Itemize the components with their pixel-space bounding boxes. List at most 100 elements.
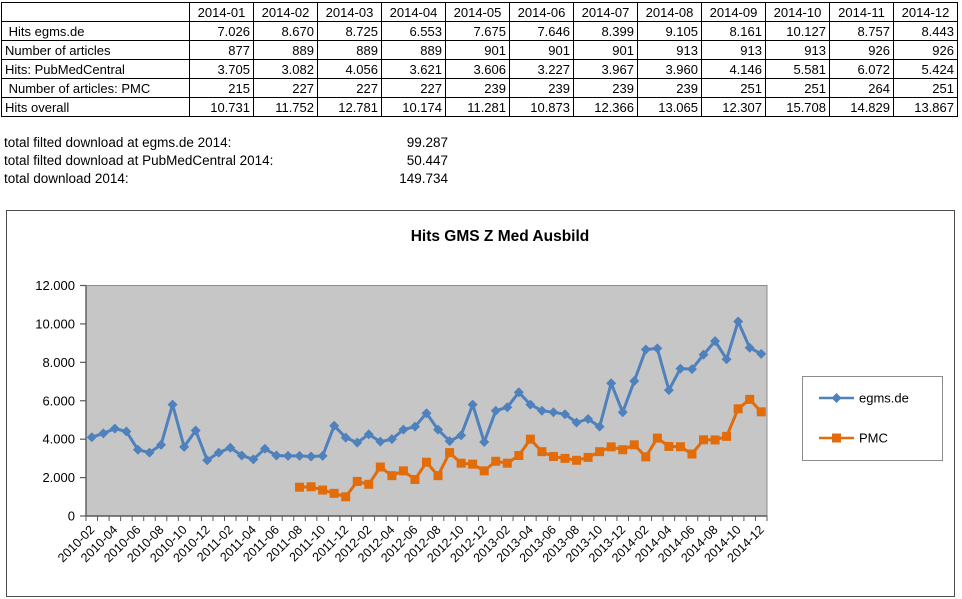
value-cell[interactable]: 251	[893, 78, 958, 98]
column-header[interactable]: 2014-09	[701, 2, 766, 22]
value-cell[interactable]: 3.960	[637, 59, 702, 79]
value-cell[interactable]: 251	[701, 78, 766, 98]
series-marker-PMC	[629, 440, 639, 450]
value-cell[interactable]: 8.757	[829, 21, 894, 41]
value-cell[interactable]: 10.731	[189, 97, 254, 117]
summary-line: total filted download at egms.de 2014: 9…	[4, 134, 448, 152]
row-label-cell[interactable]: Hits egms.de	[1, 21, 190, 41]
row-label-cell[interactable]: Hits: PubMedCentral	[1, 59, 190, 79]
column-header[interactable]: 2014-12	[893, 2, 958, 22]
value-cell[interactable]: 889	[317, 40, 382, 60]
value-cell[interactable]: 7.675	[445, 21, 510, 41]
value-cell[interactable]: 239	[637, 78, 702, 98]
value-cell[interactable]: 239	[573, 78, 638, 98]
value-cell[interactable]: 3.621	[381, 59, 446, 79]
value-cell[interactable]: 4.146	[701, 59, 766, 79]
value-cell[interactable]: 5.581	[765, 59, 830, 79]
column-header[interactable]: 2014-06	[509, 2, 574, 22]
series-marker-egms.de	[144, 447, 155, 458]
value-cell[interactable]: 227	[381, 78, 446, 98]
series-marker-PMC	[375, 462, 385, 472]
value-cell[interactable]: 889	[253, 40, 318, 60]
value-cell[interactable]: 14.829	[829, 97, 894, 117]
y-axis-label: 2.000	[42, 470, 75, 485]
plot-area[interactable]	[85, 285, 768, 517]
legend-label-PMC: PMC	[859, 431, 888, 446]
series-marker-PMC	[722, 431, 732, 441]
stats-table[interactable]: 2014-01 2014-02 2014-03 2014-04 2014-05 2014-…	[1, 2, 958, 117]
value-cell[interactable]: 8.670	[253, 21, 318, 41]
value-cell[interactable]: 12.307	[701, 97, 766, 117]
column-header[interactable]: 2014-01	[189, 2, 254, 22]
series-marker-PMC	[745, 394, 755, 404]
value-cell[interactable]: 8.725	[317, 21, 382, 41]
value-cell[interactable]: 901	[509, 40, 574, 60]
value-cell[interactable]: 251	[765, 78, 830, 98]
value-cell[interactable]: 215	[189, 78, 254, 98]
row-label-cell[interactable]: Hits overall	[1, 97, 190, 117]
series-marker-PMC	[387, 471, 397, 481]
value-cell[interactable]: 10.127	[765, 21, 830, 41]
column-header[interactable]: 2014-02	[253, 2, 318, 22]
value-cell[interactable]: 913	[637, 40, 702, 60]
value-cell[interactable]: 227	[253, 78, 318, 98]
series-marker-PMC	[479, 466, 489, 476]
series-marker-PMC	[502, 458, 512, 468]
row-label-cell[interactable]: Number of articles	[1, 40, 190, 60]
value-cell[interactable]: 8.399	[573, 21, 638, 41]
column-header[interactable]: 2014-07	[573, 2, 638, 22]
value-cell[interactable]: 6.072	[829, 59, 894, 79]
value-cell[interactable]: 13.065	[637, 97, 702, 117]
value-cell[interactable]: 5.424	[893, 59, 958, 79]
table-corner-cell[interactable]	[1, 2, 190, 22]
value-cell[interactable]: 3.606	[445, 59, 510, 79]
value-cell[interactable]: 8.161	[701, 21, 766, 41]
series-marker-egms.de	[329, 420, 340, 431]
value-cell[interactable]: 227	[317, 78, 382, 98]
value-cell[interactable]: 11.752	[253, 97, 318, 117]
column-header[interactable]: 2014-05	[445, 2, 510, 22]
column-header[interactable]: 2014-11	[829, 2, 894, 22]
value-cell[interactable]: 10.873	[509, 97, 574, 117]
row-label-cell[interactable]: Number of articles: PMC	[1, 78, 190, 98]
value-cell[interactable]: 7.026	[189, 21, 254, 41]
value-cell[interactable]: 12.781	[317, 97, 382, 117]
value-cell[interactable]: 3.705	[189, 59, 254, 79]
chart-area[interactable]: 0 2.000 4.000 6.000 8.000 10.000 12.000 2010-02…	[6, 210, 955, 597]
value-cell[interactable]: 889	[381, 40, 446, 60]
value-cell[interactable]: 926	[893, 40, 958, 60]
column-header[interactable]: 2014-03	[317, 2, 382, 22]
value-cell[interactable]: 9.105	[637, 21, 702, 41]
value-cell[interactable]: 7.646	[509, 21, 574, 41]
value-cell[interactable]: 901	[445, 40, 510, 60]
value-cell[interactable]: 11.281	[445, 97, 510, 117]
value-cell[interactable]: 15.708	[765, 97, 830, 117]
series-marker-PMC	[352, 476, 362, 486]
value-cell[interactable]: 239	[445, 78, 510, 98]
table-row: Hits egms.de 7.026 8.670 8.725 6.553 7.675 7.6…	[1, 21, 958, 41]
value-cell[interactable]: 6.553	[381, 21, 446, 41]
column-header[interactable]: 2014-10	[765, 2, 830, 22]
value-cell[interactable]: 3.082	[253, 59, 318, 79]
series-marker-PMC	[641, 452, 651, 462]
value-cell[interactable]: 13.867	[893, 97, 958, 117]
value-cell[interactable]: 877	[189, 40, 254, 60]
value-cell[interactable]: 913	[765, 40, 830, 60]
value-cell[interactable]: 913	[701, 40, 766, 60]
column-header[interactable]: 2014-08	[637, 2, 702, 22]
value-cell[interactable]: 8.443	[893, 21, 958, 41]
value-cell[interactable]: 264	[829, 78, 894, 98]
hits-line-chart[interactable]: 02.0004.0006.0008.00010.00012.0002010-02…	[7, 211, 954, 596]
value-cell[interactable]: 3.967	[573, 59, 638, 79]
value-cell[interactable]: 901	[573, 40, 638, 60]
value-cell[interactable]: 4.056	[317, 59, 382, 79]
column-header[interactable]: 2014-04	[381, 2, 446, 22]
value-cell[interactable]: 10.174	[381, 97, 446, 117]
value-cell[interactable]: 12.366	[573, 97, 638, 117]
value-cell[interactable]: 926	[829, 40, 894, 60]
value-cell[interactable]: 3.227	[509, 59, 574, 79]
value-cell[interactable]: 239	[509, 78, 574, 98]
legend-box[interactable]	[802, 376, 943, 461]
series-marker-PMC	[652, 433, 662, 443]
series-marker-egms.de	[375, 436, 386, 447]
